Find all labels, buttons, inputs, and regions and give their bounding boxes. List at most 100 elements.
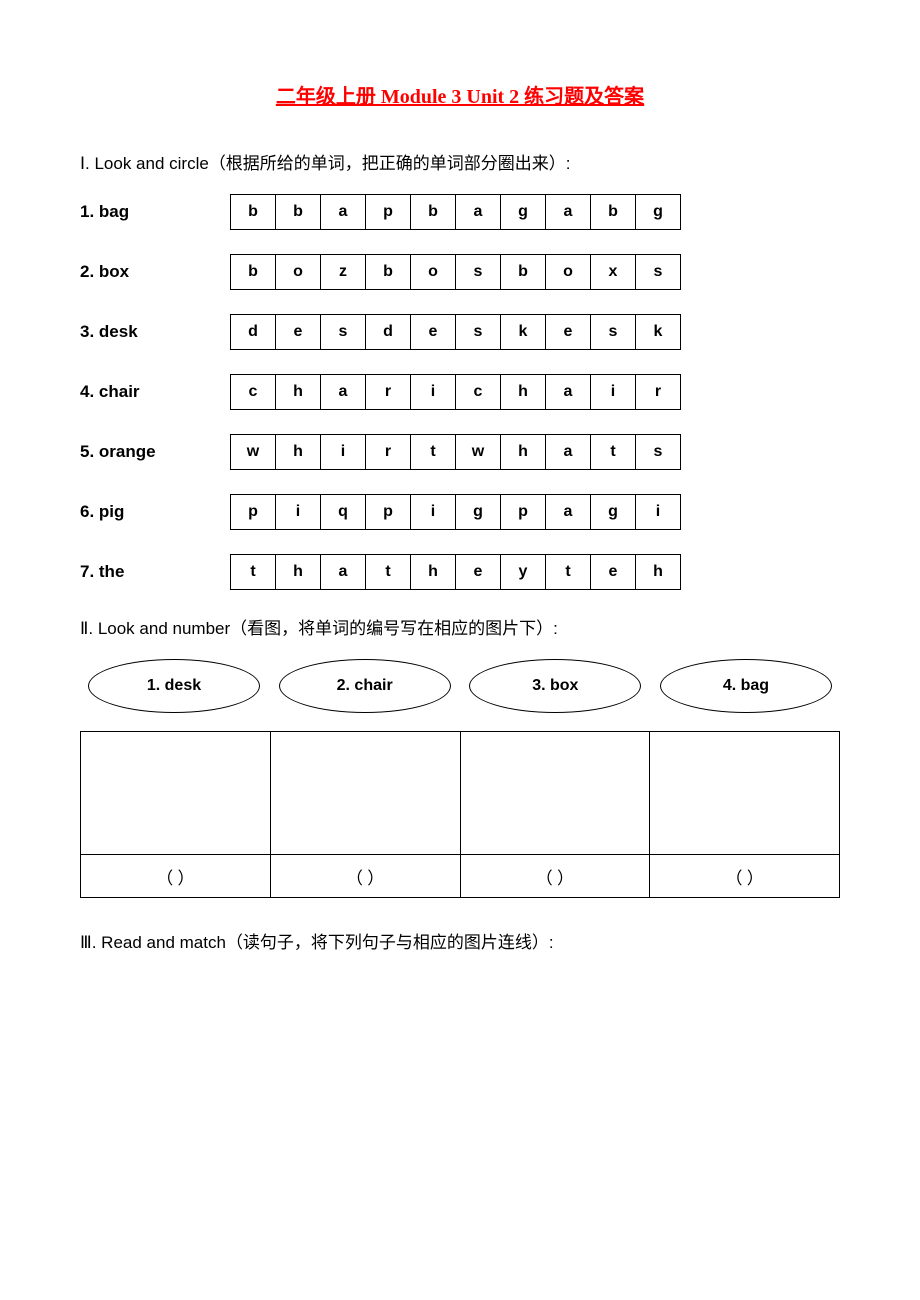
letter-cell: b xyxy=(411,195,456,230)
exercise-1-row: 1. bagbbapbagabg xyxy=(80,194,840,230)
section-3-en: . Read and match xyxy=(92,933,226,952)
letter-cell: h xyxy=(501,435,546,470)
letter-cell: g xyxy=(501,195,546,230)
letter-cell: o xyxy=(276,255,321,290)
letter-cell: a xyxy=(546,375,591,410)
letter-cell: b xyxy=(231,255,276,290)
letter-cell: r xyxy=(366,375,411,410)
letter-cell: a xyxy=(546,195,591,230)
letter-cell: t xyxy=(546,555,591,590)
letter-cell: e xyxy=(546,315,591,350)
section-1-cn: （根据所给的单词，把正确的单词部分圈出来）: xyxy=(209,154,571,173)
table-row xyxy=(81,732,840,855)
letter-cell: i xyxy=(636,495,681,530)
letter-cell: b xyxy=(591,195,636,230)
picture-cell xyxy=(460,732,650,855)
letter-cell: k xyxy=(501,315,546,350)
word-oval: 1. desk xyxy=(88,659,260,713)
exercise-1-row: 5. orangewhirtwhats xyxy=(80,434,840,470)
answer-cell: （ ） xyxy=(81,855,271,898)
letter-cell: s xyxy=(321,315,366,350)
letter-cell: i xyxy=(411,375,456,410)
letter-grid: piqpigpagi xyxy=(230,494,681,530)
letter-grid: whirtwhats xyxy=(230,434,681,470)
letter-cell: o xyxy=(546,255,591,290)
letter-cell: g xyxy=(456,495,501,530)
word-label: 7. the xyxy=(80,562,230,582)
letter-cell: a xyxy=(456,195,501,230)
letter-cell: d xyxy=(366,315,411,350)
letter-cell: r xyxy=(636,375,681,410)
letter-cell: s xyxy=(636,255,681,290)
letter-cell: e xyxy=(456,555,501,590)
letter-grid: desdeskesk xyxy=(230,314,681,350)
exercise-1-row: 7. thethatheyteh xyxy=(80,554,840,590)
letter-cell: d xyxy=(231,315,276,350)
letter-cell: i xyxy=(411,495,456,530)
letter-cell: c xyxy=(456,375,501,410)
letter-grid: bbapbagabg xyxy=(230,194,681,230)
letter-cell: t xyxy=(231,555,276,590)
letter-cell: x xyxy=(591,255,636,290)
letter-cell: h xyxy=(411,555,456,590)
letter-cell: h xyxy=(636,555,681,590)
letter-cell: e xyxy=(276,315,321,350)
section-2-cn: （看图，将单词的编号写在相应的图片下）: xyxy=(230,619,558,638)
picture-answer-table: （ ）（ ）（ ）（ ） xyxy=(80,731,840,898)
letter-grid: thatheyteh xyxy=(230,554,681,590)
word-label: 2. box xyxy=(80,262,230,282)
exercise-1-row: 3. deskdesdeskesk xyxy=(80,314,840,350)
section-3-heading: Ⅲ. Read and match（读句子，将下列句子与相应的图片连线）: xyxy=(80,928,840,953)
letter-cell: i xyxy=(591,375,636,410)
letter-cell: t xyxy=(366,555,411,590)
word-label: 5. orange xyxy=(80,442,230,462)
page-title: 二年级上册 Module 3 Unit 2 练习题及答案 xyxy=(80,80,840,109)
letter-cell: i xyxy=(321,435,366,470)
word-label: 6. pig xyxy=(80,502,230,522)
section-3-cn: （读句子，将下列句子与相应的图片连线）: xyxy=(226,933,554,952)
section-2-heading: Ⅱ. Look and number（看图，将单词的编号写在相应的图片下）: xyxy=(80,614,840,639)
letter-cell: b xyxy=(231,195,276,230)
section-1-heading: Ⅰ. Look and circle（根据所给的单词，把正确的单词部分圈出来）: xyxy=(80,149,840,174)
letter-cell: s xyxy=(591,315,636,350)
letter-cell: e xyxy=(411,315,456,350)
letter-cell: q xyxy=(321,495,366,530)
letter-cell: p xyxy=(231,495,276,530)
word-oval: 2. chair xyxy=(279,659,451,713)
letter-cell: b xyxy=(276,195,321,230)
letter-cell: c xyxy=(231,375,276,410)
letter-cell: t xyxy=(411,435,456,470)
letter-cell: b xyxy=(366,255,411,290)
letter-cell: g xyxy=(591,495,636,530)
letter-grid: bozbosboxs xyxy=(230,254,681,290)
word-label: 3. desk xyxy=(80,322,230,342)
letter-cell: g xyxy=(636,195,681,230)
letter-cell: i xyxy=(276,495,321,530)
letter-cell: a xyxy=(321,195,366,230)
table-row: （ ）（ ）（ ）（ ） xyxy=(81,855,840,898)
letter-cell: p xyxy=(366,495,411,530)
letter-cell: o xyxy=(411,255,456,290)
picture-cell xyxy=(650,732,840,855)
letter-cell: p xyxy=(366,195,411,230)
letter-cell: z xyxy=(321,255,366,290)
word-oval: 3. box xyxy=(469,659,641,713)
letter-cell: h xyxy=(276,435,321,470)
letter-cell: w xyxy=(456,435,501,470)
section-1-en: . Look and circle xyxy=(85,154,209,173)
letter-cell: h xyxy=(501,375,546,410)
answer-cell: （ ） xyxy=(650,855,840,898)
word-oval: 4. bag xyxy=(660,659,832,713)
exercise-1-row: 2. boxbozbosboxs xyxy=(80,254,840,290)
letter-cell: e xyxy=(591,555,636,590)
word-label: 1. bag xyxy=(80,202,230,222)
word-ovals-row: 1. desk 2. chair 3. box 4. bag xyxy=(80,659,840,713)
picture-cell xyxy=(81,732,271,855)
letter-cell: y xyxy=(501,555,546,590)
letter-cell: p xyxy=(501,495,546,530)
exercise-1-row: 6. pigpiqpigpagi xyxy=(80,494,840,530)
letter-grid: charichair xyxy=(230,374,681,410)
letter-cell: k xyxy=(636,315,681,350)
letter-cell: a xyxy=(546,495,591,530)
letter-cell: h xyxy=(276,375,321,410)
